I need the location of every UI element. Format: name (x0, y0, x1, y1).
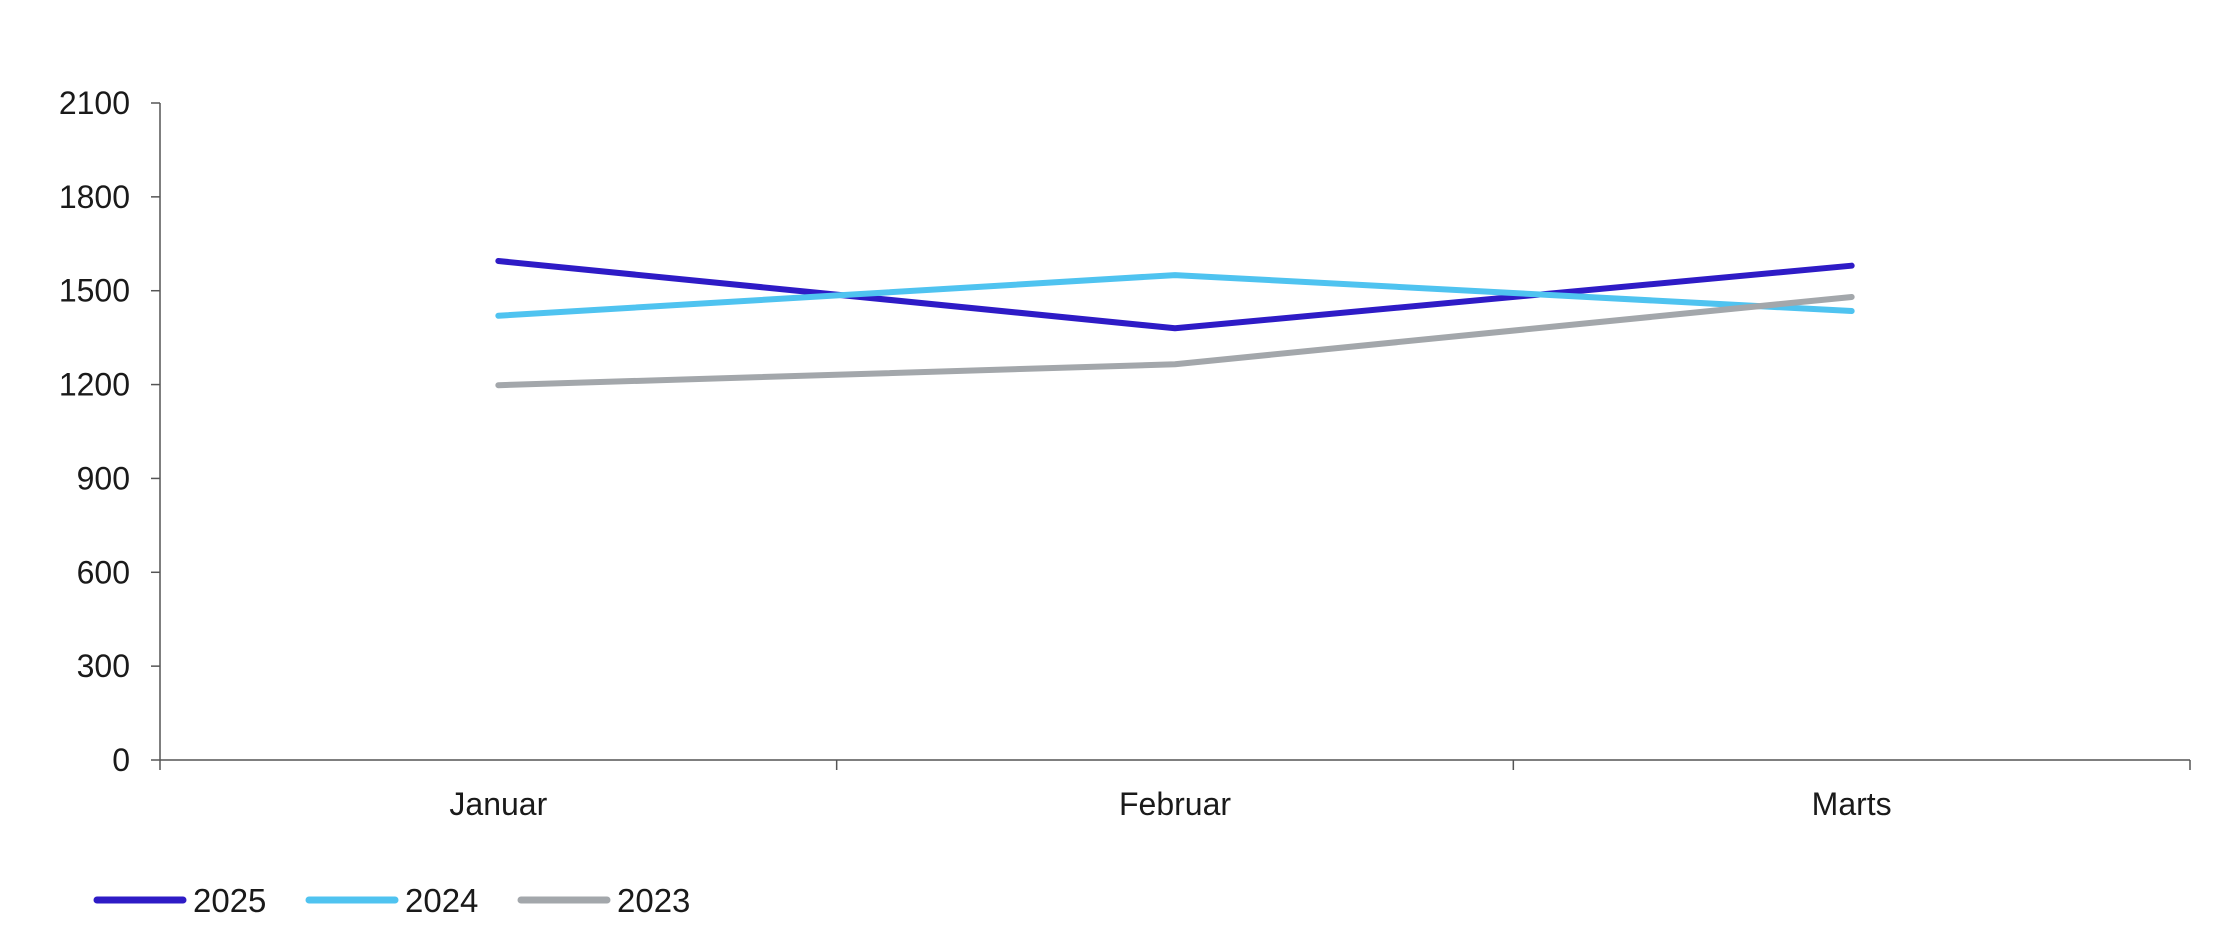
y-tick-label: 1500 (59, 273, 130, 309)
legend-label: 2024 (405, 882, 478, 919)
x-tick-label: Marts (1812, 786, 1892, 822)
x-tick-label: Februar (1119, 786, 1231, 822)
y-tick-label: 0 (112, 742, 130, 778)
legend-label: 2023 (617, 882, 690, 919)
series-line-2023 (495, 293, 1855, 389)
x-tick-label: Januar (449, 786, 547, 822)
legend-item-2024: 2024 (305, 882, 478, 919)
legend-label: 2025 (193, 882, 266, 919)
axes: 0 300 600 900 1200 1500 1800 2100 Januar Februar M… (59, 85, 2191, 822)
legend: 2025 2024 2023 (93, 882, 690, 919)
series-line-2024 (495, 272, 1855, 319)
y-tick-label: 1200 (59, 367, 130, 403)
series-line-2025 (495, 257, 1855, 332)
y-tick-label: 900 (77, 460, 130, 496)
y-tick-label: 2100 (59, 85, 130, 121)
legend-item-2023: 2023 (517, 882, 690, 919)
y-tick-label: 300 (77, 648, 130, 684)
y-tick-label: 600 (77, 554, 130, 590)
y-tick-label: 1800 (59, 179, 130, 215)
series-lines (495, 257, 1855, 389)
legend-item-2025: 2025 (93, 882, 266, 919)
